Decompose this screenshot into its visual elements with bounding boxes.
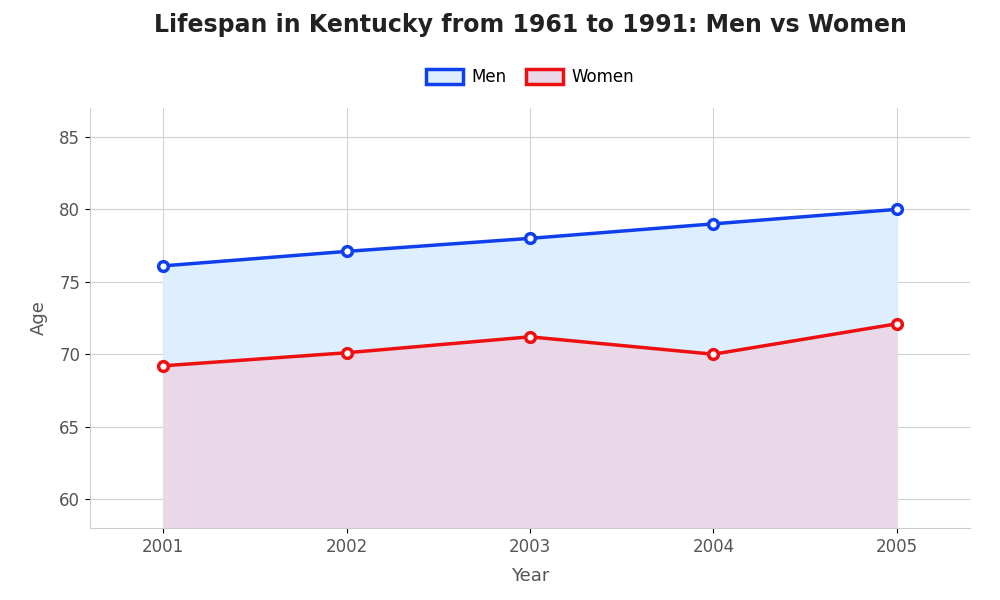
X-axis label: Year: Year: [511, 567, 549, 585]
Legend: Men, Women: Men, Women: [419, 62, 641, 93]
Y-axis label: Age: Age: [30, 301, 48, 335]
Title: Lifespan in Kentucky from 1961 to 1991: Men vs Women: Lifespan in Kentucky from 1961 to 1991: …: [154, 13, 906, 37]
